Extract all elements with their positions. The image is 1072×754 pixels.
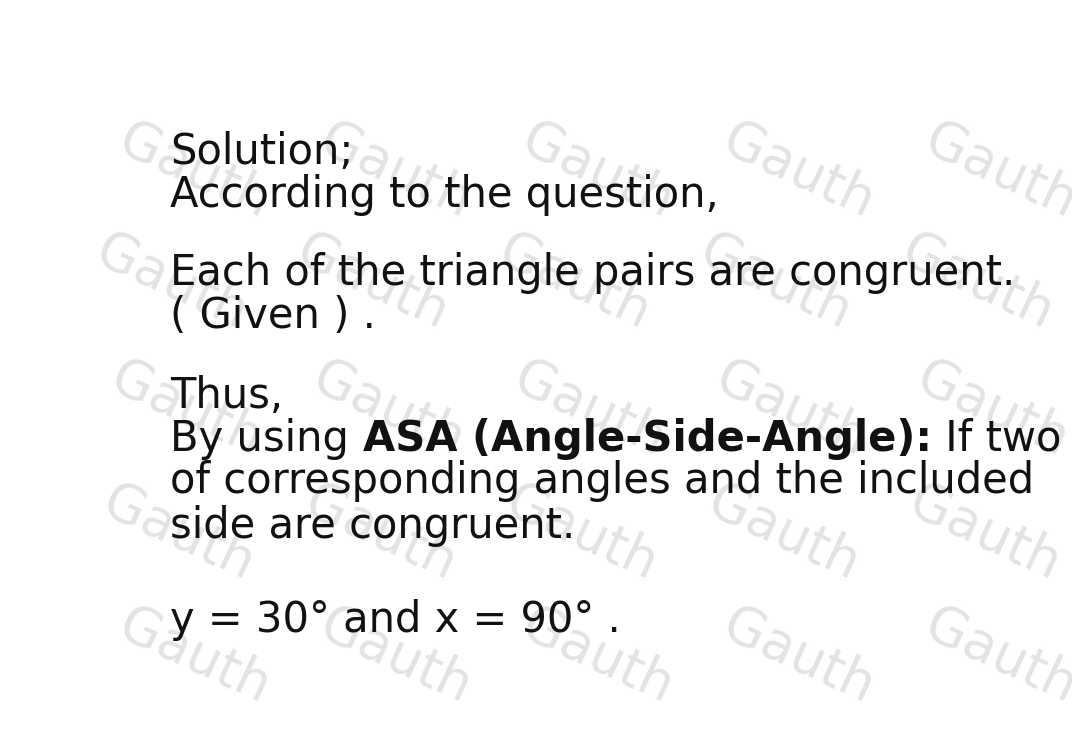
Text: ASA (Angle-Side-Angle):: ASA (Angle-Side-Angle):	[362, 418, 932, 460]
Text: Gauth: Gauth	[715, 599, 883, 714]
Text: Thus,: Thus,	[170, 375, 284, 418]
Text: Gauth: Gauth	[103, 352, 270, 467]
Text: Gauth: Gauth	[506, 352, 673, 467]
Text: of corresponding angles and the included: of corresponding angles and the included	[170, 460, 1034, 502]
Text: Gauth: Gauth	[917, 599, 1072, 714]
Text: Gauth: Gauth	[715, 114, 883, 228]
Text: Gauth: Gauth	[513, 599, 682, 714]
Text: Solution;: Solution;	[170, 130, 354, 173]
Text: Gauth: Gauth	[95, 476, 263, 590]
Text: Gauth: Gauth	[110, 599, 279, 714]
Text: Gauth: Gauth	[513, 114, 682, 228]
Text: Gauth: Gauth	[498, 476, 666, 590]
Text: Gauth: Gauth	[312, 599, 480, 714]
Text: Gauth: Gauth	[304, 352, 472, 467]
Text: Gauth: Gauth	[893, 225, 1061, 340]
Text: Gauth: Gauth	[708, 352, 875, 467]
Text: Gauth: Gauth	[110, 114, 279, 228]
Text: ( Given ) .: ( Given ) .	[170, 295, 376, 336]
Text: Gauth: Gauth	[289, 225, 457, 340]
Text: side are congruent.: side are congruent.	[170, 504, 576, 547]
Text: Gauth: Gauth	[297, 476, 464, 590]
Text: Gauth: Gauth	[909, 352, 1072, 467]
Text: Gauth: Gauth	[312, 114, 480, 228]
Text: y = 30° and x = 90° .: y = 30° and x = 90° .	[170, 599, 621, 641]
Text: According to the question,: According to the question,	[170, 173, 719, 216]
Text: Gauth: Gauth	[700, 476, 867, 590]
Text: Gauth: Gauth	[917, 114, 1072, 228]
Text: Gauth: Gauth	[902, 476, 1069, 590]
Text: Gauth: Gauth	[693, 225, 860, 340]
Text: If two pairs: If two pairs	[932, 418, 1072, 460]
Text: Gauth: Gauth	[88, 225, 255, 340]
Text: By using: By using	[170, 418, 362, 460]
Text: Each of the triangle pairs are congruent.: Each of the triangle pairs are congruent…	[170, 252, 1015, 294]
Text: Gauth: Gauth	[491, 225, 658, 340]
